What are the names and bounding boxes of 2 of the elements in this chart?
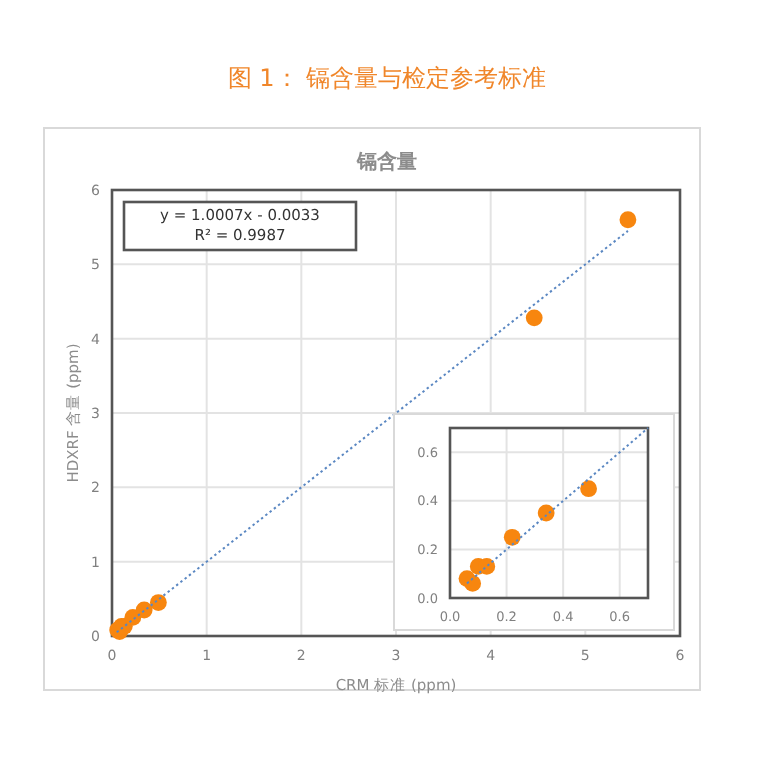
chart-subtitle: 镉含量 bbox=[355, 150, 417, 174]
chart-title: 图 1： 镉含量与检定参考标准 bbox=[227, 64, 547, 92]
